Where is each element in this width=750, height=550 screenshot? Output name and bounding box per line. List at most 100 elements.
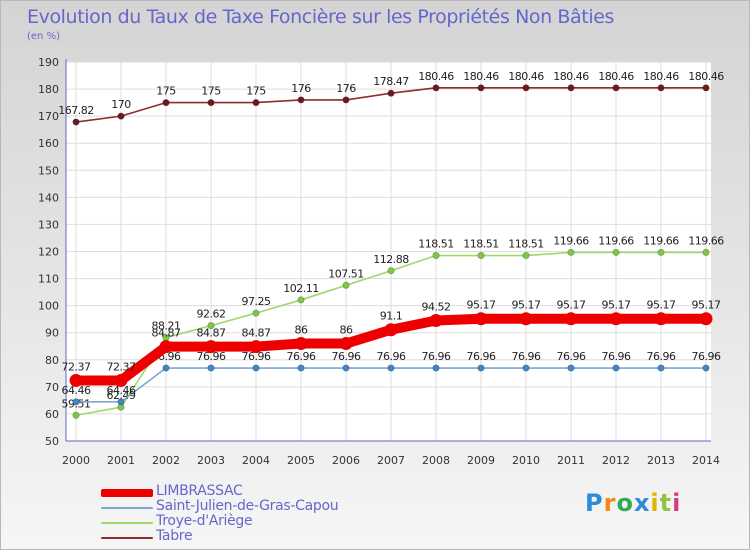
data-label-troye-d-ari-ge: 118.51 (463, 238, 499, 251)
data-label-saint-julien-de-gras-capou: 76.96 (242, 350, 271, 363)
data-point-limbrassac (564, 312, 578, 326)
data-point-saint-julien-de-gras-capou (72, 398, 80, 406)
x-tick-label: 2004 (242, 454, 270, 467)
legend-label-troye: Troye-d'Ariège (156, 513, 253, 529)
y-tick-label: 150 (38, 164, 59, 177)
data-label-limbrassac: 72.37 (107, 360, 136, 373)
data-point-saint-julien-de-gras-capou (702, 364, 710, 372)
x-tick-label: 2002 (152, 454, 180, 467)
data-label-tabre: 170 (111, 98, 131, 111)
data-label-saint-julien-de-gras-capou: 76.96 (287, 350, 316, 363)
data-label-tabre: 175 (156, 85, 176, 98)
data-label-saint-julien-de-gras-capou: 76.96 (647, 350, 676, 363)
data-label-troye-d-ari-ge: 112.88 (373, 253, 409, 266)
proxiti-logo: Proxiti (585, 489, 681, 517)
x-tick-label: 2003 (197, 454, 225, 467)
y-tick-label: 70 (45, 381, 59, 394)
data-point-tabre (207, 99, 215, 107)
data-point-troye-d-ari-ge (342, 281, 350, 289)
data-label-saint-julien-de-gras-capou: 76.96 (197, 350, 226, 363)
data-point-troye-d-ari-ge (387, 267, 395, 275)
logo-letter: o (616, 489, 634, 517)
data-label-troye-d-ari-ge: 119.66 (598, 234, 634, 247)
data-label-limbrassac: 84.87 (197, 327, 226, 340)
data-point-tabre (387, 89, 395, 97)
legend-swatch-saint-julien (101, 507, 153, 509)
logo-letter: i (672, 489, 682, 517)
data-label-troye-d-ari-ge: 119.66 (688, 234, 724, 247)
data-point-troye-d-ari-ge (657, 248, 665, 256)
x-tick-label: 2011 (557, 454, 585, 467)
data-label-troye-d-ari-ge: 97.25 (242, 295, 271, 308)
legend-label-saint-julien: Saint-Julien-de-Gras-Capou (156, 498, 339, 514)
y-tick-label: 140 (38, 191, 59, 204)
y-tick-label: 160 (38, 137, 59, 150)
data-point-limbrassac (699, 312, 713, 326)
data-point-troye-d-ari-ge (612, 248, 620, 256)
data-label-saint-julien-de-gras-capou: 76.96 (377, 350, 406, 363)
data-point-limbrassac (474, 312, 488, 326)
data-label-tabre: 180.46 (598, 70, 634, 83)
data-label-limbrassac: 95.17 (512, 299, 541, 312)
data-label-tabre: 175 (201, 85, 221, 98)
data-label-limbrassac: 95.17 (602, 299, 631, 312)
data-label-saint-julien-de-gras-capou: 76.96 (602, 350, 631, 363)
logo-letter: i (650, 489, 660, 517)
data-point-tabre (297, 96, 305, 104)
data-label-limbrassac: 86 (295, 324, 308, 337)
data-point-troye-d-ari-ge (432, 252, 440, 260)
data-point-troye-d-ari-ge (522, 252, 530, 260)
legend-item-saint-julien: Saint-Julien-de-Gras-Capou (101, 498, 431, 515)
data-point-limbrassac (384, 323, 398, 337)
data-label-limbrassac: 84.87 (152, 327, 181, 340)
data-point-limbrassac (294, 337, 308, 351)
data-point-tabre (567, 84, 575, 92)
logo-letter: x (633, 489, 651, 517)
data-point-saint-julien-de-gras-capou (117, 398, 125, 406)
data-point-troye-d-ari-ge (72, 411, 80, 419)
data-point-saint-julien-de-gras-capou (387, 364, 395, 372)
y-tick-label: 190 (38, 56, 59, 69)
data-label-saint-julien-de-gras-capou: 76.96 (422, 350, 451, 363)
data-point-troye-d-ari-ge (297, 296, 305, 304)
data-label-limbrassac: 84.87 (242, 327, 271, 340)
data-label-troye-d-ari-ge: 118.51 (508, 238, 544, 251)
data-label-tabre: 167.82 (58, 104, 94, 117)
data-point-saint-julien-de-gras-capou (207, 364, 215, 372)
data-point-limbrassac (654, 312, 668, 326)
data-label-limbrassac: 95.17 (647, 299, 676, 312)
data-label-tabre: 176 (291, 82, 311, 95)
data-label-troye-d-ari-ge: 119.66 (643, 234, 679, 247)
data-label-tabre: 180.46 (463, 70, 499, 83)
data-label-troye-d-ari-ge: 107.51 (328, 267, 364, 280)
y-tick-label: 100 (38, 300, 59, 313)
legend-item-limbrassac: LIMBRASSAC (101, 483, 431, 500)
x-tick-label: 2008 (422, 454, 450, 467)
data-point-troye-d-ari-ge (207, 322, 215, 330)
y-tick-label: 180 (38, 83, 59, 96)
legend-label-limbrassac: LIMBRASSAC (156, 483, 243, 499)
data-label-limbrassac: 94.52 (422, 300, 451, 313)
data-label-troye-d-ari-ge: 92.62 (197, 308, 226, 321)
logo-letter: r (603, 489, 617, 517)
unit-label: (en %) (27, 31, 60, 42)
data-point-saint-julien-de-gras-capou (477, 364, 485, 372)
data-label-troye-d-ari-ge: 119.66 (553, 234, 589, 247)
data-point-saint-julien-de-gras-capou (522, 364, 530, 372)
data-label-saint-julien-de-gras-capou: 76.96 (512, 350, 541, 363)
data-label-limbrassac: 95.17 (557, 299, 586, 312)
legend-swatch-troye (101, 522, 153, 524)
data-label-saint-julien-de-gras-capou: 76.96 (332, 350, 361, 363)
data-point-limbrassac (609, 312, 623, 326)
logo-letter: P (585, 489, 604, 517)
data-label-tabre: 180.46 (643, 70, 679, 83)
x-tick-label: 2005 (287, 454, 315, 467)
data-label-tabre: 178.47 (373, 75, 409, 88)
data-label-tabre: 180.46 (418, 70, 454, 83)
y-tick-label: 60 (45, 408, 59, 421)
legend-swatch-tabre (101, 537, 153, 539)
data-point-limbrassac (159, 340, 173, 354)
data-point-troye-d-ari-ge (702, 248, 710, 256)
